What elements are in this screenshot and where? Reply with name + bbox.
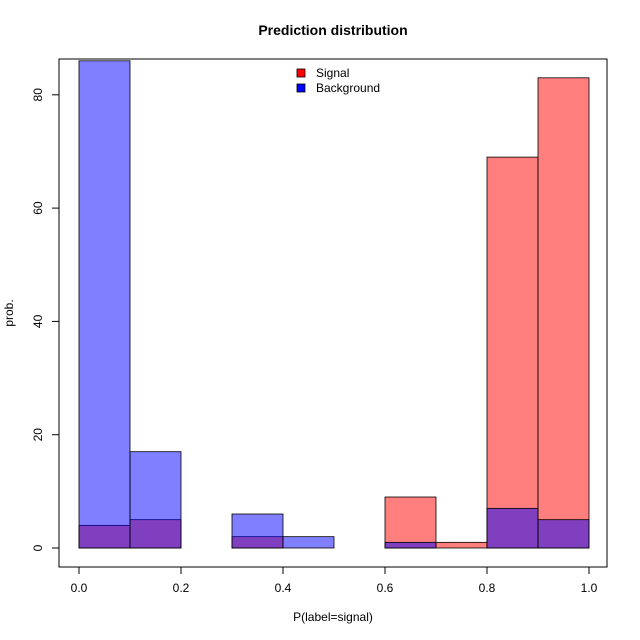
- y-tick-label: 20: [31, 428, 45, 442]
- background-bar-3: [231, 513, 284, 549]
- background-bar-4: [282, 536, 335, 549]
- x-tick-label: 0.6: [377, 581, 394, 595]
- chart-title: Prediction distribution: [258, 22, 407, 38]
- y-tick-label: 80: [31, 88, 45, 102]
- x-tick-label: 0.8: [479, 581, 496, 595]
- x-axis-label: P(label=signal): [293, 610, 373, 624]
- background-bar-9: [537, 519, 590, 549]
- bars-layer: [78, 60, 590, 549]
- y-tick-label: 40: [31, 314, 45, 328]
- x-tick-label: 0.2: [173, 581, 190, 595]
- y-axis: 0 20 40 60 80: [31, 88, 60, 551]
- x-tick-label: 0.0: [71, 581, 88, 595]
- signal-bar-6: [384, 496, 437, 549]
- signal-bar-8: [486, 156, 539, 549]
- y-tick-label: 0: [31, 544, 45, 551]
- legend-swatch-background: [296, 83, 306, 93]
- legend-label-signal: Signal: [316, 66, 349, 80]
- x-tick-label: 1.0: [581, 581, 598, 595]
- background-bar-8: [486, 507, 539, 549]
- y-axis-label: prob.: [2, 299, 16, 326]
- background-bar-0: [78, 60, 131, 549]
- legend-swatch-signal: [296, 68, 306, 78]
- x-axis: 0.0 0.2 0.4 0.6 0.8 1.0: [71, 566, 598, 595]
- signal-bar-9: [537, 77, 590, 549]
- x-tick-label: 0.4: [275, 581, 292, 595]
- legend-label-background: Background: [316, 81, 380, 95]
- background-bar-6: [384, 541, 437, 549]
- signal-bar-7: [435, 541, 488, 549]
- background-bar-1: [129, 451, 182, 549]
- y-tick-label: 60: [31, 201, 45, 215]
